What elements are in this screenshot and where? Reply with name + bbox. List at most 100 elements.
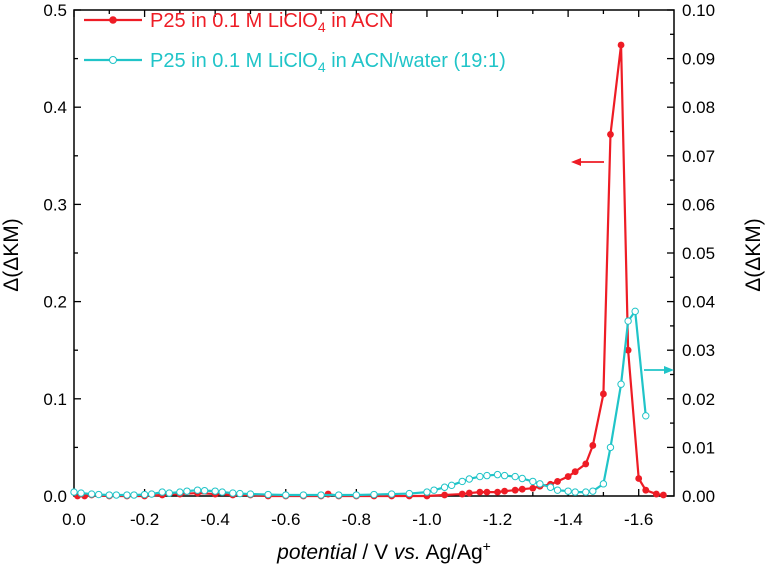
x-tick-label: -1.4 [553,510,582,529]
y-right-tick-label: 0.05 [682,244,715,263]
data-point [124,492,130,498]
data-point [353,492,359,498]
x-tick-label: -1.2 [483,510,512,529]
x-tick-label: -1.6 [624,510,653,529]
data-point [501,488,508,495]
data-point [642,487,649,494]
x-tick-label: 0.0 [62,510,86,529]
axes-group: 0.0 -0.2 -0.4 -0.6 -0.8 -1.0 -1.2 -1.4 -1.6 0.0 0.… [43,1,715,529]
x-tick-label: -0.4 [201,510,230,529]
y-right-tick-label: 0.01 [682,438,715,457]
arrow-left [571,158,604,166]
y-left-tick-label: 0.5 [43,1,67,20]
data-point [219,489,225,495]
data-point [618,42,625,49]
y-left-tick-label: 0.4 [43,98,67,117]
data-point [424,489,430,495]
data-point [537,481,543,487]
data-point [201,487,207,493]
data-point [459,491,466,498]
data-point [159,489,165,495]
arrow-head [664,366,674,374]
data-point [131,492,137,498]
data-point [519,486,526,493]
y-right-tick-label: 0.06 [682,195,715,214]
data-point [106,492,112,498]
data-point [237,490,243,496]
data-point [177,489,183,495]
data-point [565,488,571,494]
y-axis-label-right: Δ(ΔKM) [742,218,765,292]
arrow-right [644,366,674,374]
y-left-tick-label: 0.3 [43,195,67,214]
y-right-tick-label: 0.08 [682,98,715,117]
data-point [660,492,667,499]
plot-frame [74,10,674,496]
data-point [554,478,561,485]
data-point [512,473,518,479]
data-point [547,484,553,490]
data-point [583,489,589,495]
data-point [484,489,491,496]
y-right-tick-label: 0.00 [682,487,715,506]
legend: P25 in 0.1 M LiClO4 in ACN P25 in 0.1 M L… [84,10,506,75]
y-right-tick-label: 0.04 [682,293,715,312]
data-point [476,489,483,496]
data-point [166,490,172,496]
data-point [590,488,596,494]
series-line [74,311,646,495]
data-point [600,391,607,398]
data-point [565,473,572,480]
data-point [300,492,306,498]
data-point [265,491,271,497]
data-point [484,472,490,478]
series-1 [74,42,667,500]
data-point [459,478,465,484]
data-point [494,471,500,477]
y-right-tick-label: 0.10 [682,1,715,20]
x-tick-label: -1.0 [412,510,441,529]
data-point [194,487,200,493]
y-right-tick-label: 0.09 [682,50,715,69]
data-point [448,482,454,488]
annotations [571,158,674,374]
y-right-tick-label: 0.07 [682,147,715,166]
data-point [88,491,94,497]
data-point [632,308,638,314]
data-point [71,489,77,495]
data-point [466,476,472,482]
data-point [589,442,596,449]
data-point [572,489,578,495]
x-axis-label: potential / V vs. Ag/Ag+ [276,538,491,564]
arrow-head [571,158,581,166]
data-point [572,468,579,475]
data-point [318,492,324,498]
data-point [501,472,507,478]
data-point [96,491,102,497]
data-point [113,492,119,498]
data-point [441,492,448,499]
series-2 [71,308,649,498]
x-tick-label: -0.6 [271,510,300,529]
data-point [336,492,342,498]
data-point [371,491,377,497]
data-point [466,490,473,497]
data-point [635,475,642,482]
data-point [184,488,190,494]
data-point [230,490,236,496]
x-tick-label: -0.8 [342,510,371,529]
data-point [78,490,84,496]
data-point [519,475,525,481]
data-point [283,492,289,498]
data-point [607,131,614,138]
data-point [529,485,536,492]
data-point [388,491,394,497]
data-point [406,490,412,496]
y-left-tick-label: 0.0 [43,487,67,506]
data-point [431,487,437,493]
data-point [618,381,624,387]
data-point [441,484,447,490]
data-point [247,491,253,497]
y-right-tick-label: 0.03 [682,341,715,360]
